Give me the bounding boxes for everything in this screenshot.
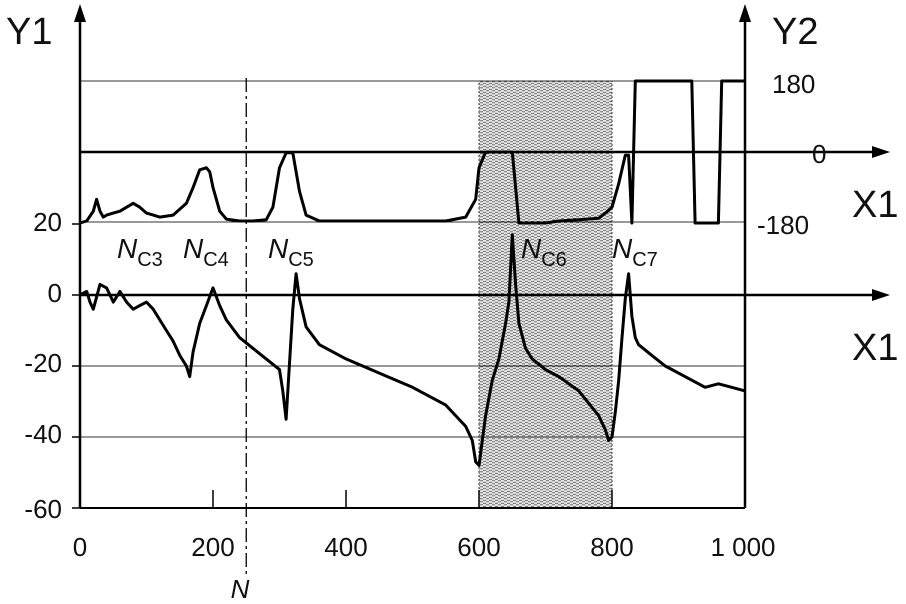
x-tick-label: 400 (324, 532, 367, 562)
y1-tick-label: -40 (24, 419, 62, 449)
annotation-label: NC5 (268, 233, 314, 271)
y2-axis-arrow (739, 4, 751, 22)
y1-tick-label: -60 (24, 494, 62, 524)
x-tick-label: 800 (590, 532, 633, 562)
y1-axis-arrow (74, 4, 86, 22)
y1-tick-label: -20 (24, 348, 62, 378)
annotation-label: NC4 (183, 233, 229, 271)
x-tick-label: 0 (73, 532, 87, 562)
series-layer (79, 79, 746, 467)
annotations: NC3 NC4 NC5 NC6 NC7 (117, 233, 658, 271)
y2-axis-title: Y2 (772, 11, 818, 53)
marker-label: N (231, 574, 250, 604)
x-tick-label: 200 (191, 532, 234, 562)
x-tick-label: 1 000 (710, 532, 775, 562)
annotation-label: NC6 (521, 233, 567, 271)
upper-x-axis-arrow (872, 146, 890, 158)
x-tick-label: 600 (457, 532, 500, 562)
x-axis-arrow (872, 289, 890, 301)
y1-tick-label: 20 (33, 207, 62, 237)
series-line-y1 (79, 233, 746, 467)
upper-x-axis-title: X1 (852, 184, 898, 226)
x-axis-title: X1 (852, 327, 898, 369)
axes (72, 4, 890, 509)
annotation-label: NC7 (612, 233, 658, 271)
y2-tick-label: 0 (812, 139, 826, 169)
annotation-label: NC3 (117, 233, 163, 271)
series-line-y2 (79, 79, 745, 225)
axis-titles: Y1 Y2 X1 X1 (6, 11, 898, 369)
y2-tick-label: -180 (757, 210, 809, 240)
y1-tick-label: 0 (48, 278, 62, 308)
y1-axis-title: Y1 (6, 11, 52, 53)
y2-tick-label: 180 (772, 69, 815, 99)
tick-labels: 20 0 -20 -40 -60 180 0 -180 0 200 400 60… (24, 69, 826, 562)
